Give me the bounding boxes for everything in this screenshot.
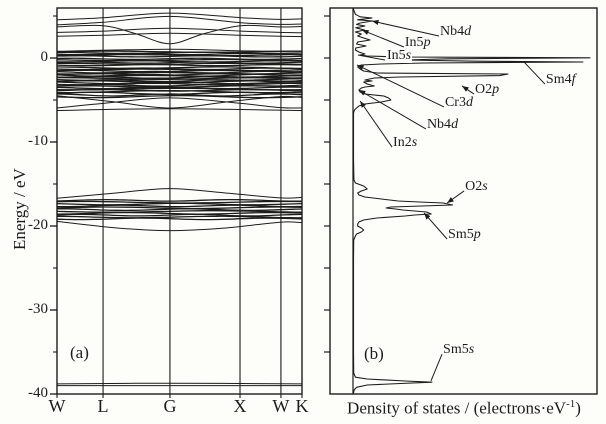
band-cluster-line: [56, 55, 303, 58]
band-cluster-line: [56, 198, 302, 202]
leader-arrowhead: [424, 213, 431, 220]
band-conduction-arc-2: [56, 15, 303, 26]
leader-line-In5p: [361, 29, 405, 48]
leader-arrowhead: [358, 90, 366, 96]
band-cluster-line: [56, 211, 303, 215]
band-cluster-line: [56, 215, 303, 219]
band-cluster-line: [56, 210, 303, 213]
band-conduction-valley-at-G: [56, 24, 303, 45]
dos-annotation-label-Sm4f: Sm4f: [545, 72, 576, 88]
band-cluster-line: [56, 93, 303, 97]
leader-line-In5s: [357, 54, 386, 61]
band-deep-band-1: [56, 382, 303, 385]
band-cluster-line: [56, 94, 303, 99]
band-cluster-line: [56, 86, 303, 90]
leader-arrowhead: [447, 197, 454, 203]
k-point-label: X: [233, 396, 247, 416]
k-point-label: W: [48, 396, 66, 416]
band-cluster-line: [56, 202, 303, 206]
band-cluster-line: [56, 63, 303, 67]
band-cluster-line: [57, 208, 303, 212]
leader-line-Nb4d: [371, 20, 440, 37]
dos-annotation-label-In5p: In5p: [404, 34, 431, 50]
dos-annotation-label-Sm5p: Sm5p: [448, 227, 481, 243]
band-cluster-line: [56, 81, 303, 85]
dos-annotation-label-Nb4d: Nb4d: [439, 23, 472, 39]
band-valence-arc-up: [56, 97, 303, 109]
dos-annotation-label-O2s: O2s: [465, 178, 488, 194]
y-tick-label: 0: [40, 49, 49, 65]
y-tick-label: -40: [28, 385, 48, 401]
band-cluster-line: [56, 213, 303, 217]
dos-annotation-leaders: [356, 19, 546, 382]
dos-annotation-label-Sm5s: Sm5s: [443, 342, 475, 357]
leader-arrowhead: [462, 86, 469, 92]
leader-arrowhead: [360, 101, 366, 108]
panel-a-label: (a): [70, 343, 89, 362]
band-cluster-line: [56, 204, 303, 208]
panel-b-density-of-states: [324, 7, 598, 395]
panel-b-frame: [329, 7, 598, 395]
y-tick-label: -10: [28, 133, 48, 149]
panel-b-label: (b): [364, 344, 384, 363]
leader-arrowhead: [362, 30, 369, 35]
band-semicore-top-arc: [56, 188, 303, 199]
leader-line-Sm5s: [430, 353, 443, 382]
band-valence-arc-down: [56, 95, 303, 109]
dos-curve: [352, 7, 591, 394]
band-cluster-line: [56, 58, 303, 62]
panel-a-band-structure: [50, 7, 303, 398]
band-clusters: [56, 50, 303, 221]
band-cluster-line: [56, 70, 303, 74]
dos-annotation-label-In5s: In5s: [385, 48, 413, 63]
band-lines: [56, 12, 303, 387]
band-valence-bottom-band: [56, 108, 303, 111]
band-cluster-line: [57, 62, 303, 66]
band-conduction-arc-1: [56, 12, 303, 21]
band-cluster-line: [56, 61, 303, 64]
band-cluster-line: [56, 53, 302, 57]
band-cluster-line: [56, 52, 303, 56]
panel-a-y-axis-title: Energy / eV: [10, 168, 29, 250]
y-tick-label: -20: [28, 217, 48, 233]
dos-annotation-label-Cr3d: Cr3d: [444, 94, 473, 110]
k-point-label: W: [272, 396, 290, 416]
leader-line-In2s: [359, 100, 393, 148]
dos-annotation-label-O2p: O2p: [475, 82, 500, 98]
k-point-label: G: [163, 396, 177, 416]
band-semicore-bottom-arc: [56, 220, 303, 232]
band-cluster-line: [56, 217, 303, 221]
leader-line-Sm4f: [523, 61, 546, 85]
k-point-label: K: [295, 396, 309, 416]
dos-annotation-label-Nb4d: Nb4d: [426, 116, 459, 132]
y-tick-label: -30: [28, 301, 48, 317]
leader-line-Nb4d: [358, 89, 427, 130]
k-point-label: L: [97, 396, 109, 416]
band-conduction-band-5: [56, 32, 303, 38]
leader-arrowhead: [372, 19, 379, 25]
leader-line-Cr3d: [356, 64, 445, 108]
leader-arrowhead: [357, 65, 364, 71]
band-cluster-line: [56, 57, 303, 61]
panel-b-x-axis-title: Density of states / (electrons·eV-1): [347, 398, 581, 418]
dos-annotation-label-In2s: In2s: [393, 135, 418, 151]
band-conduction-band-4: [56, 27, 303, 34]
